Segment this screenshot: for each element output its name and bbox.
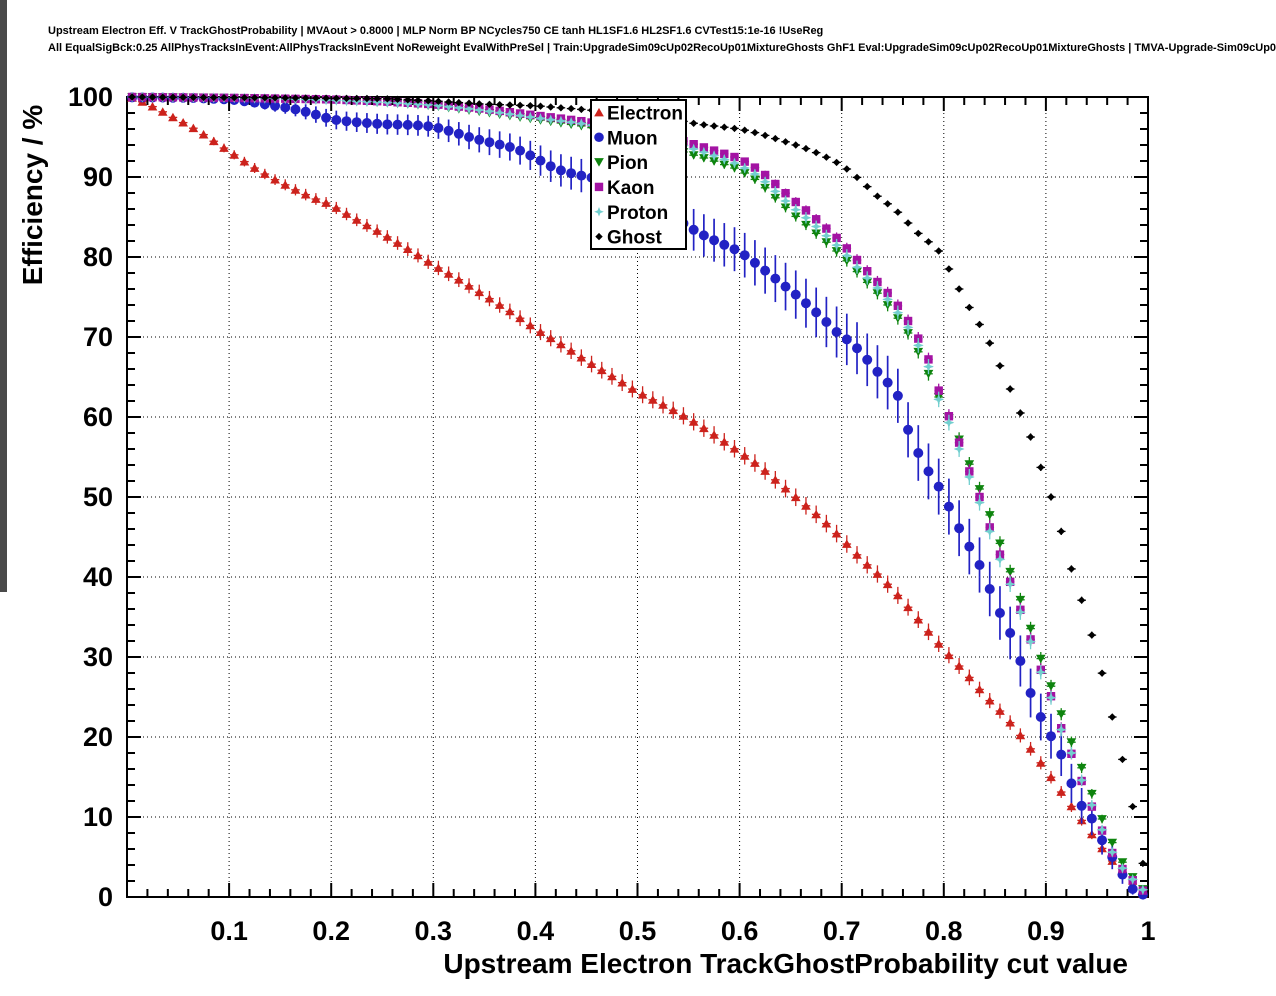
legend-label-proton: Proton xyxy=(607,203,668,224)
y-tick-label: 50 xyxy=(83,482,113,512)
y-tick-label: 0 xyxy=(98,882,113,912)
plot-header-line-2: All EqualSigBck:0.25 AllPhysTracksInEven… xyxy=(48,42,1276,54)
y-tick-label: 40 xyxy=(83,562,113,592)
plot-header-line-1: Upstream Electron Eff. V TrackGhostProba… xyxy=(48,25,824,37)
x-tick-label: 0.7 xyxy=(823,916,861,946)
legend-label-kaon: Kaon xyxy=(607,178,655,199)
y-tick-label: 80 xyxy=(83,242,113,272)
y-tick-label: 60 xyxy=(83,402,113,432)
y-tick-label: 90 xyxy=(83,162,113,192)
legend-label-muon: Muon xyxy=(607,128,658,149)
y-tick-label: 20 xyxy=(83,722,113,752)
y-tick-label: 10 xyxy=(83,802,113,832)
x-tick-label: 0.8 xyxy=(925,916,963,946)
series-electron xyxy=(127,93,1148,898)
legend-label-pion: Pion xyxy=(607,153,648,174)
x-axis-title: Upstream Electron TrackGhostProbability … xyxy=(443,948,1128,979)
left-edge-artifact xyxy=(0,0,7,592)
y-axis-title: Efficiency / % xyxy=(17,105,48,286)
y-tick-label: 100 xyxy=(68,82,113,112)
x-tick-label: 0.3 xyxy=(415,916,453,946)
tick-labels: 0.1 0.2 0.3 0.4 0.5 0.6 0.7 0.8 0.9 1010203040506… xyxy=(68,82,1156,946)
x-tick-label: 0.1 xyxy=(210,916,248,946)
y-tick-label: 30 xyxy=(83,642,113,672)
grid-lines xyxy=(127,96,1149,897)
x-tick-label: 0.2 xyxy=(312,916,350,946)
axis-ticks xyxy=(127,97,1148,897)
y-tick-label: 70 xyxy=(83,322,113,352)
x-tick-label: 0.6 xyxy=(721,916,759,946)
x-tick-label: 0.4 xyxy=(517,916,555,946)
legend-label-ghost: Ghost xyxy=(607,228,663,249)
x-tick-label: 0.5 xyxy=(619,916,657,946)
legend: Electron Muon Pion Kaon Proton Ghost xyxy=(590,99,687,250)
x-tick-label: 0.9 xyxy=(1027,916,1065,946)
x-tick-label: 1 xyxy=(1140,916,1155,946)
legend-label-electron: Electron xyxy=(607,103,683,124)
